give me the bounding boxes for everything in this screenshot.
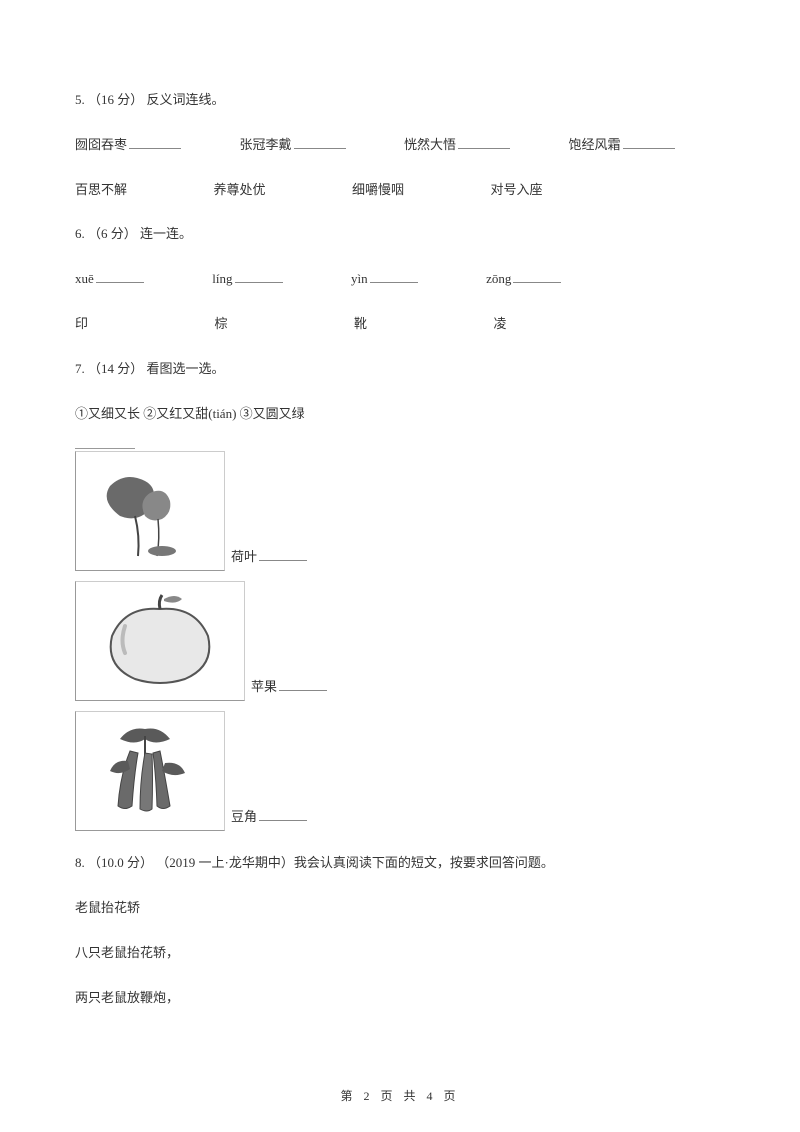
- q7-lotus-row: 荷叶: [75, 451, 725, 571]
- q5-r2-b: 养尊处优: [214, 182, 266, 197]
- blank[interactable]: [259, 547, 307, 561]
- q5-row1: 囫囵吞枣 张冠李戴 恍然大悟 饱经风霜: [75, 135, 725, 156]
- q6-r2-b: 棕: [215, 316, 228, 331]
- lotus-image: [75, 451, 225, 571]
- q6-row2: 印 棕 靴 凌: [75, 314, 725, 335]
- q8-line2: 两只老鼠放鞭炮，: [75, 988, 725, 1009]
- blank[interactable]: [279, 677, 327, 691]
- q5-r1-a: 囫囵吞枣: [75, 137, 127, 152]
- q5-r2-c: 细嚼慢咽: [352, 182, 404, 197]
- q6-r2-c: 靴: [354, 316, 367, 331]
- q7-apple-row: 苹果: [75, 581, 725, 701]
- lotus-label: 荷叶: [231, 549, 257, 564]
- page-footer: 第 2 页 共 4 页: [0, 1087, 800, 1104]
- q5-r1-d: 饱经风霜: [569, 137, 621, 152]
- bean-image: [75, 711, 225, 831]
- apple-label: 苹果: [251, 679, 277, 694]
- blank[interactable]: [294, 135, 346, 149]
- q6-row1: xuē líng yìn zōng: [75, 269, 725, 290]
- q6-r2-d: 凌: [494, 316, 507, 331]
- blank[interactable]: [370, 269, 418, 283]
- q8-header: 8. （10.0 分） （2019 一上·龙华期中）我会认真阅读下面的短文，按要…: [75, 853, 725, 874]
- q5-r2-d: 对号入座: [491, 182, 543, 197]
- q5-r2-a: 百思不解: [75, 182, 127, 197]
- q5-r1-c: 恍然大悟: [404, 137, 456, 152]
- blank[interactable]: [513, 269, 561, 283]
- apple-image: [75, 581, 245, 701]
- q6-r1-b: líng: [212, 271, 232, 286]
- blank[interactable]: [96, 269, 144, 283]
- bean-label: 豆角: [231, 809, 257, 824]
- q5-r1-b: 张冠李戴: [240, 137, 292, 152]
- q7-bean-row: 豆角: [75, 711, 725, 831]
- q6-r1-c: yìn: [351, 271, 368, 286]
- blank[interactable]: [623, 135, 675, 149]
- blank[interactable]: [235, 269, 283, 283]
- blank[interactable]: [259, 807, 307, 821]
- q7-choices: ①又细又长 ②又红又甜(tián) ③又圆又绿: [75, 404, 725, 425]
- blank[interactable]: [458, 135, 510, 149]
- q6-header: 6. （6 分） 连一连。: [75, 224, 725, 245]
- q8-line1: 八只老鼠抬花轿，: [75, 943, 725, 964]
- q5-row2: 百思不解 养尊处优 细嚼慢咽 对号入座: [75, 180, 725, 201]
- blank[interactable]: [129, 135, 181, 149]
- q8-title: 老鼠抬花轿: [75, 898, 725, 919]
- q6-r2-a: 印: [75, 316, 88, 331]
- q7-header: 7. （14 分） 看图选一选。: [75, 359, 725, 380]
- q5-header: 5. （16 分） 反义词连线。: [75, 90, 725, 111]
- q6-r1-a: xuē: [75, 271, 94, 286]
- q6-r1-d: zōng: [486, 271, 511, 286]
